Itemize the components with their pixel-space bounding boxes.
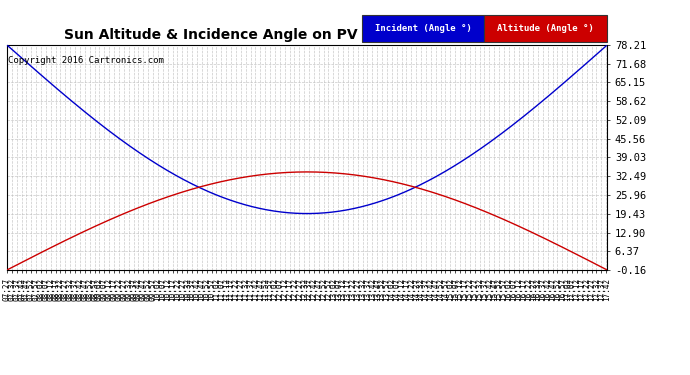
Bar (484, 15, 607, 42)
Text: Copyright 2016 Cartronics.com: Copyright 2016 Cartronics.com (8, 56, 164, 65)
Text: Incident (Angle °): Incident (Angle °) (375, 24, 471, 33)
Text: Altitude (Angle °): Altitude (Angle °) (497, 24, 594, 33)
Bar (362, 15, 484, 42)
Title: Sun Altitude & Incidence Angle on PV Panels Sat Oct 29 17:43: Sun Altitude & Incidence Angle on PV Pan… (64, 28, 550, 42)
